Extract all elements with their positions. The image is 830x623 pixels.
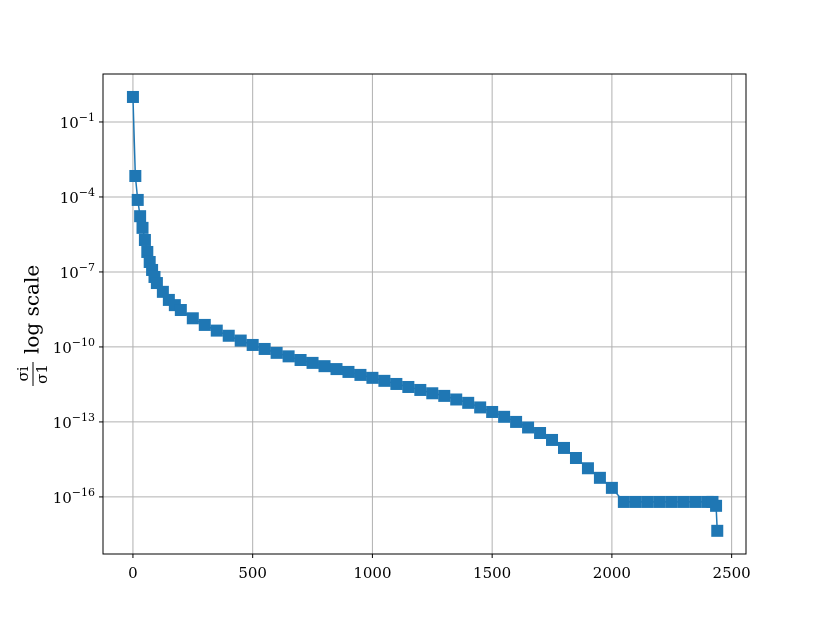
data-marker [498, 410, 511, 423]
y-tick-label: 10−10 [53, 336, 95, 357]
data-marker [438, 389, 451, 402]
data-marker [689, 495, 702, 508]
x-tick-label: 0 [128, 564, 138, 582]
y-tick-label: 10−13 [53, 411, 95, 432]
data-marker [486, 405, 499, 418]
data-marker [378, 374, 391, 387]
data-marker [711, 524, 724, 537]
data-marker [210, 324, 223, 337]
data-marker [198, 318, 211, 331]
data-marker [474, 401, 487, 414]
data-marker [710, 499, 723, 512]
data-marker [557, 441, 570, 454]
x-tick-label: 2500 [713, 564, 751, 582]
data-marker [258, 342, 271, 355]
y-tick-label: 10−1 [60, 111, 95, 132]
data-marker [665, 495, 678, 508]
data-marker [246, 338, 259, 351]
data-marker [282, 350, 295, 363]
data-marker [641, 495, 654, 508]
data-marker [354, 368, 367, 381]
data-marker [605, 481, 618, 494]
data-marker [126, 90, 139, 103]
y-tick-label: 10−7 [60, 261, 95, 282]
data-marker [569, 452, 582, 465]
data-marker [534, 427, 547, 440]
data-marker [129, 169, 142, 182]
y-axis-label: σi σ1 log scale [14, 265, 51, 386]
x-tick-label: 500 [238, 564, 267, 582]
y-tick-label: 10−16 [53, 486, 95, 507]
data-marker [366, 371, 379, 384]
data-marker [222, 329, 235, 342]
y-tick-label: 10−4 [60, 186, 95, 207]
plot-frame [102, 73, 747, 555]
data-marker [270, 346, 283, 359]
data-marker [306, 356, 319, 369]
data-line [132, 96, 719, 531]
data-marker [342, 365, 355, 378]
data-marker [141, 245, 154, 258]
x-tick-label: 2000 [593, 564, 631, 582]
data-marker [677, 495, 690, 508]
data-marker [581, 462, 594, 475]
data-marker [617, 495, 630, 508]
data-marker [134, 210, 147, 223]
data-marker [294, 354, 307, 367]
data-marker [390, 377, 403, 390]
data-marker [450, 393, 463, 406]
data-marker [522, 421, 535, 434]
data-marker [136, 221, 149, 234]
data-marker [138, 233, 151, 246]
data-marker [629, 495, 642, 508]
x-tick-label: 1000 [353, 564, 391, 582]
y-label-text: log scale [20, 265, 44, 354]
data-marker [318, 360, 331, 373]
data-marker [593, 471, 606, 484]
data-marker [174, 304, 187, 317]
data-marker [131, 193, 144, 206]
x-tick-label: 1500 [473, 564, 511, 582]
data-marker [546, 433, 559, 446]
data-marker [462, 396, 475, 409]
data-marker [330, 363, 343, 376]
data-marker [186, 312, 199, 325]
data-marker [234, 334, 247, 347]
data-marker [402, 380, 415, 393]
data-marker [426, 387, 439, 400]
data-marker [510, 415, 523, 428]
data-marker [414, 383, 427, 396]
data-marker [653, 495, 666, 508]
y-label-numerator: σi [14, 366, 32, 381]
y-label-denominator: σ1 [33, 364, 51, 384]
